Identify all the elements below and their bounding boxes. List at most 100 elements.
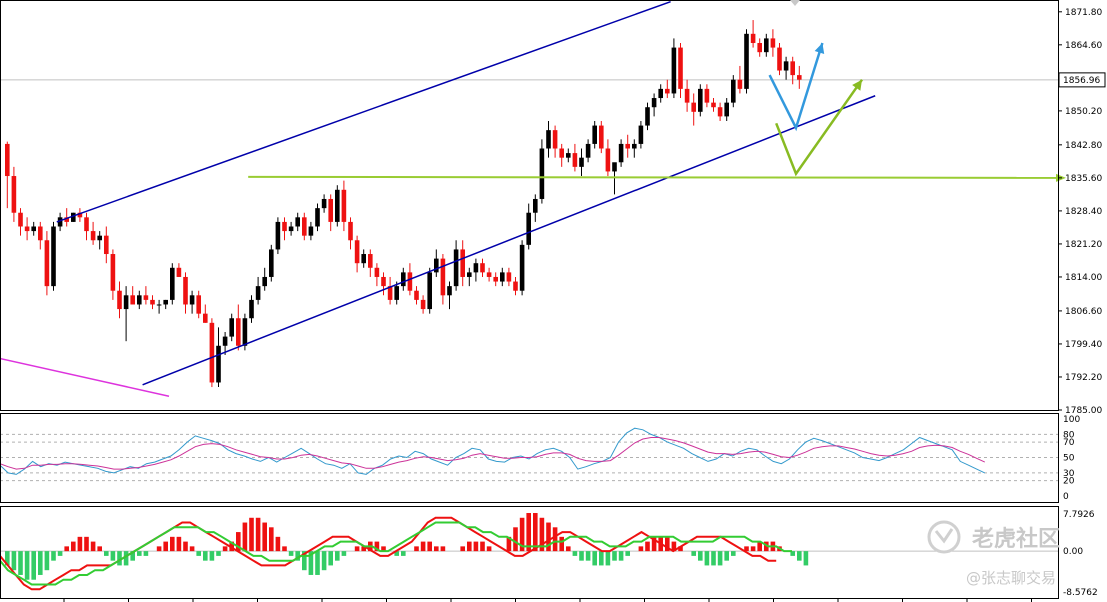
candle xyxy=(269,244,274,282)
candle-body xyxy=(348,221,353,241)
candle-body xyxy=(196,295,201,314)
candle xyxy=(797,65,802,89)
candle-body xyxy=(368,254,373,268)
candle xyxy=(599,120,604,154)
support-line xyxy=(248,175,1061,179)
green-projection-arrow xyxy=(775,78,864,177)
macd-histogram-bar xyxy=(249,517,254,552)
current-price-box xyxy=(1058,72,1106,88)
rsi-tick-label: 100 xyxy=(1063,415,1080,425)
candle-body xyxy=(579,157,584,167)
panel-frame xyxy=(0,0,1059,411)
macd-histogram-bar xyxy=(691,551,696,556)
candle-body xyxy=(170,267,175,300)
candle-body xyxy=(546,130,551,149)
candle xyxy=(71,212,76,222)
candle-body xyxy=(11,176,17,213)
macd-histogram-bar xyxy=(97,546,102,552)
candle-body xyxy=(790,61,795,76)
candle xyxy=(790,56,795,85)
candle-body xyxy=(262,276,267,287)
candle-body xyxy=(361,254,366,264)
candle-body xyxy=(665,88,670,94)
price-tick-label: 1806.60 xyxy=(1065,307,1102,317)
candle xyxy=(592,120,597,149)
macd-histogram-bar xyxy=(5,551,10,566)
candle xyxy=(691,93,696,126)
candle-body xyxy=(770,38,776,48)
candle-body xyxy=(797,75,802,80)
candle xyxy=(170,263,175,305)
macd-histogram-bar xyxy=(295,551,300,561)
candle-body xyxy=(440,258,446,296)
candle-body xyxy=(434,258,439,273)
macd-histogram-bar xyxy=(486,546,492,552)
tiger-logo-icon xyxy=(927,520,961,554)
candle-body xyxy=(38,226,43,241)
candle-body xyxy=(321,198,327,209)
candle xyxy=(381,272,386,296)
candle-body xyxy=(585,143,591,158)
candle-body xyxy=(97,235,102,241)
candle xyxy=(236,304,241,351)
candle xyxy=(104,226,109,264)
candle-body xyxy=(447,286,452,296)
macd-histogram-bar xyxy=(130,551,135,561)
candle-body xyxy=(427,272,432,310)
macd-histogram-bar xyxy=(671,541,677,552)
macd-histogram-bar xyxy=(605,551,611,566)
candle-body xyxy=(156,304,162,306)
candle xyxy=(328,194,333,232)
candle xyxy=(130,286,135,305)
macd-histogram-bar xyxy=(638,546,644,552)
candle-body xyxy=(71,212,76,222)
candle-body xyxy=(744,33,749,89)
candle xyxy=(671,38,677,99)
macd-histogram-bar xyxy=(533,513,538,552)
candle xyxy=(374,263,380,287)
candle-body xyxy=(77,212,83,218)
candle xyxy=(770,29,776,57)
rsi-tick-label: 70 xyxy=(1063,438,1075,448)
candle xyxy=(764,33,769,57)
candle xyxy=(64,208,69,227)
candle-body xyxy=(229,318,234,337)
candle xyxy=(632,139,637,158)
candle xyxy=(724,98,729,121)
macd-histogram-bar xyxy=(170,536,175,552)
candle xyxy=(480,258,485,277)
macd-histogram-bar xyxy=(612,551,617,561)
candle xyxy=(341,180,347,232)
candle-body xyxy=(137,295,142,305)
candle-body xyxy=(750,33,756,43)
candle-body xyxy=(711,102,716,108)
macd-histogram-bar xyxy=(302,551,307,571)
candle-body xyxy=(480,263,485,273)
candle-body xyxy=(407,272,413,291)
candle xyxy=(216,327,221,388)
macd-histogram-bar xyxy=(539,517,545,552)
candle xyxy=(77,208,83,222)
macd-signal-lines xyxy=(0,516,792,591)
macd-histogram-bar xyxy=(222,546,228,552)
macd-histogram-bar xyxy=(71,541,76,552)
candle-body xyxy=(354,240,360,264)
candle-body xyxy=(394,286,399,300)
candle-body xyxy=(731,79,736,103)
downtrend-line xyxy=(0,357,170,397)
watermark-brand: 老虎社区 xyxy=(971,526,1060,552)
candle xyxy=(500,267,505,287)
candle-body xyxy=(189,295,195,305)
price-tick-label: 1864.60 xyxy=(1065,41,1102,51)
candle xyxy=(189,290,195,314)
candle-body xyxy=(328,198,333,222)
macd-histogram-bar xyxy=(18,551,23,575)
candle xyxy=(394,281,399,305)
candle xyxy=(658,84,663,103)
candle xyxy=(150,295,155,310)
candle-body xyxy=(559,148,564,158)
candle xyxy=(572,143,578,172)
candle-body xyxy=(176,267,182,277)
candle xyxy=(665,79,670,99)
candle xyxy=(506,267,512,287)
